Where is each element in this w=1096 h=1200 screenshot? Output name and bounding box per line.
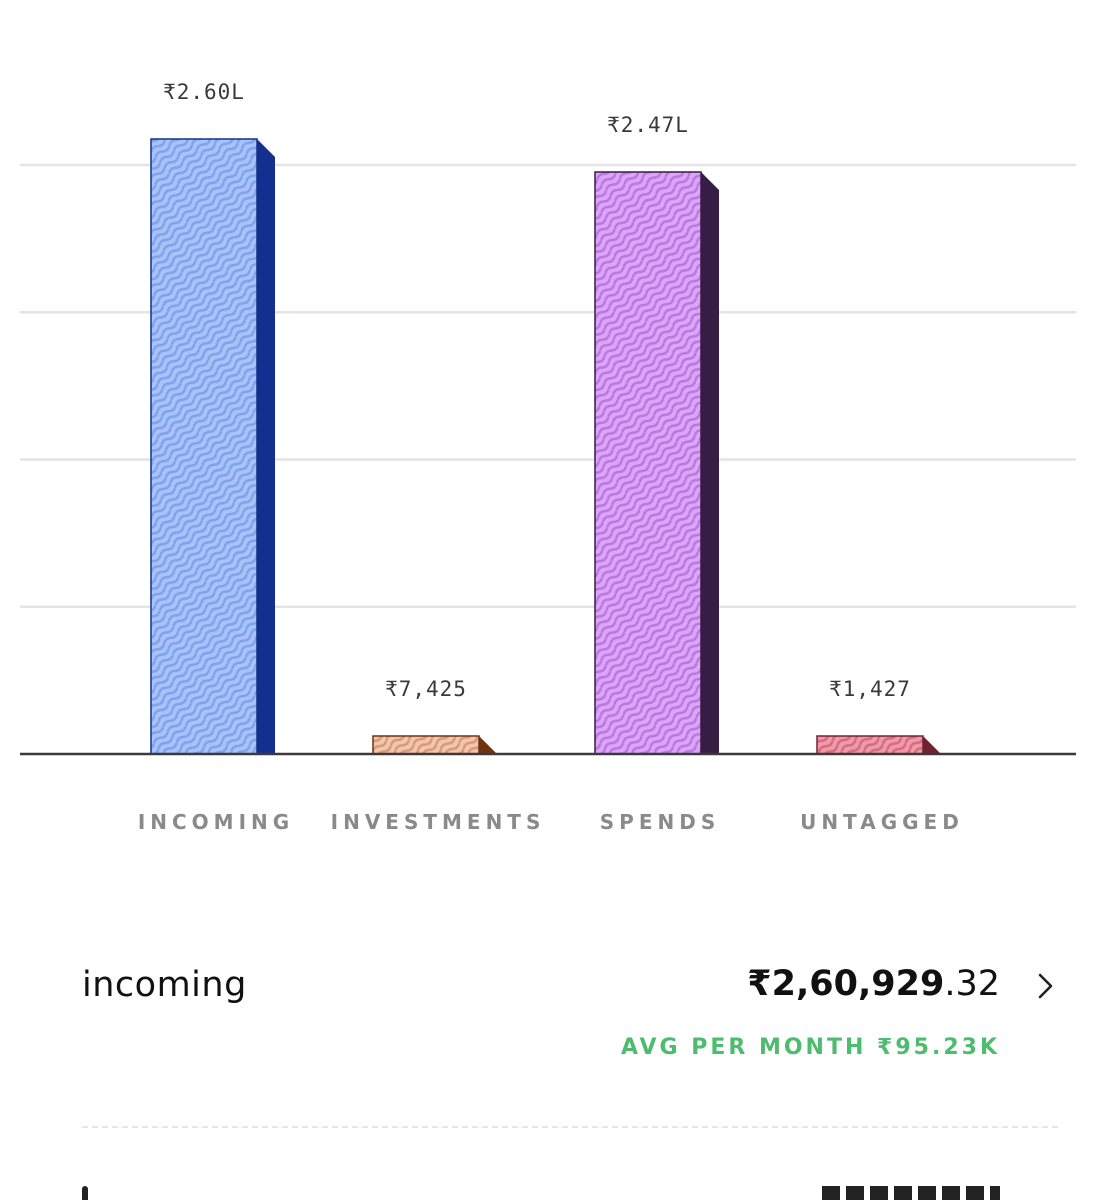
bar-side [257,139,275,754]
value-label: ₹2.47L [607,113,689,137]
bar-spends [595,172,719,754]
row-divider [82,1126,1058,1128]
bar-side [701,172,719,754]
next-row-title-fragment [82,1186,88,1200]
value-label: ₹7,425 [385,677,467,701]
category-label: UNTAGGED [800,810,964,834]
bar-face [373,736,479,754]
next-summary-row[interactable] [82,1186,1058,1200]
bar-face [151,139,257,754]
amount-major: ₹2,60,929 [747,964,944,1004]
incoming-summary-row[interactable]: incoming ₹2,60,929.32 AVG PER MONTH ₹95.… [82,930,1058,1130]
avg-per-month: AVG PER MONTH ₹95.23K [621,1035,1000,1060]
category-label: SPENDS [600,810,720,834]
category-label: INVESTMENTS [331,810,546,834]
chevron-right-icon[interactable] [1034,970,1058,1002]
amount-minor: .32 [944,964,1000,1004]
bar-incoming [151,139,275,754]
next-row-amount-fragment [822,1186,1000,1200]
value-label: ₹1,427 [829,677,911,701]
value-label: ₹2.60L [163,80,245,104]
bar-side [479,736,497,754]
chart-canvas: ₹2.60L INCOMING ₹7,425 INVESTMENTS ₹2.47L SPE… [0,0,1096,880]
bar-side [923,736,941,754]
bar-face [817,736,923,754]
category-label: INCOMING [138,810,294,834]
bar-face [595,172,701,754]
row-title: incoming [82,965,247,1005]
row-amount: ₹2,60,929.32 [747,964,1000,1004]
bar-untagged [817,736,941,754]
summary-bar-chart: ₹2.60L INCOMING ₹7,425 INVESTMENTS ₹2.47L SPE… [0,0,1096,880]
bar-investments [373,736,497,754]
